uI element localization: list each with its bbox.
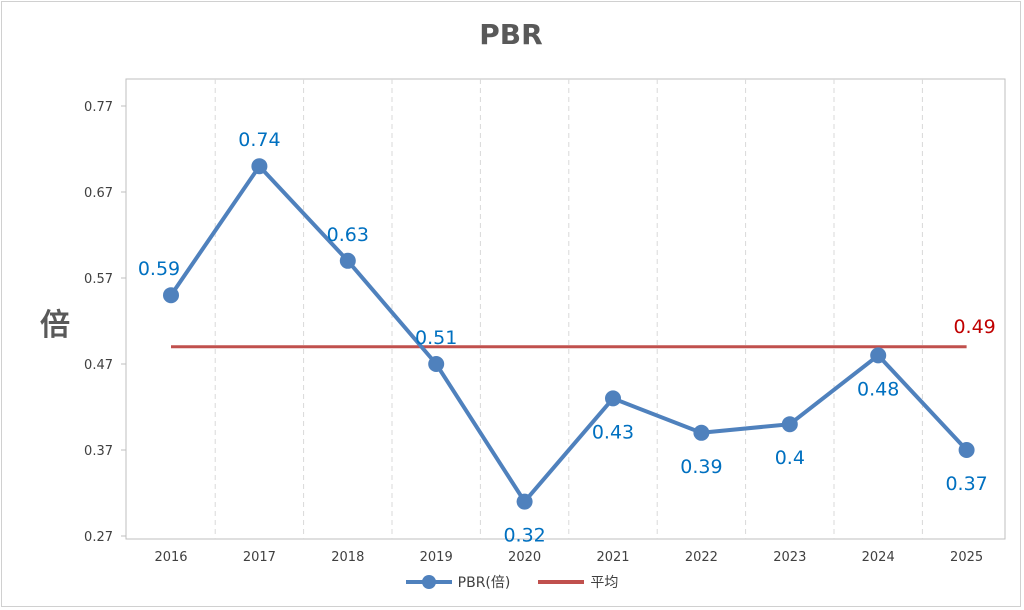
pbr-data-point: [251, 158, 268, 175]
x-tick-label: 2025: [950, 550, 983, 565]
pbr-data-label: 0.48: [857, 378, 899, 400]
x-tick-label: 2024: [862, 550, 895, 565]
pbr-series-line: [169, 164, 969, 504]
pbr-data-label: 0.43: [592, 421, 634, 443]
pbr-data-label: 0.39: [680, 456, 722, 478]
x-tick-label: 2019: [420, 550, 453, 565]
legend-swatch-average: [538, 575, 585, 589]
pbr-data-label: 0.32: [503, 525, 545, 547]
pbr-data-point: [693, 424, 710, 441]
legend-swatch-pbr: [405, 575, 452, 589]
pbr-data-label: 0.59: [138, 258, 180, 280]
plot-area: [125, 78, 1006, 540]
pbr-data-point: [339, 252, 356, 269]
pbr-data-label: 0.74: [238, 129, 280, 151]
x-tick-label: 2021: [596, 550, 629, 565]
y-axis-title: 倍: [40, 308, 70, 343]
pbr-data-label: 0.37: [945, 473, 987, 495]
chart-title: PBR: [479, 18, 543, 51]
y-tick-label: 0.67: [84, 186, 113, 201]
y-tick-label: 0.57: [84, 272, 113, 287]
legend: PBR(倍) 平均: [0, 572, 1024, 592]
legend-label-pbr: PBR(倍): [457, 575, 511, 591]
pbr-data-label: 0.51: [415, 327, 457, 349]
legend-item-average: 平均: [538, 572, 618, 592]
y-tick-label: 0.27: [84, 530, 113, 545]
pbr-data-point: [428, 356, 445, 372]
x-tick-label: 2016: [154, 550, 187, 565]
y-tick-label: 0.37: [84, 444, 113, 459]
x-tick-label: 2022: [685, 550, 718, 565]
pbr-data-point: [163, 287, 179, 304]
pbr-data-point: [605, 390, 621, 407]
x-tick-label: 2018: [331, 550, 364, 565]
legend-label-average: 平均: [590, 575, 619, 591]
average-data-label: 0.49: [953, 316, 995, 338]
x-tick-label: 2020: [508, 550, 541, 565]
pbr-data-point: [516, 493, 533, 510]
pbr-data-label: 0.4: [775, 447, 805, 469]
pbr-data-point: [781, 416, 798, 433]
x-tick-label: 2023: [773, 550, 806, 565]
pbr-data-label: 0.63: [327, 224, 369, 246]
y-tick-label: 0.47: [84, 358, 113, 373]
pbr-data-point: [870, 347, 887, 364]
x-tick-label: 2017: [243, 550, 276, 565]
legend-item-pbr: PBR(倍): [405, 572, 511, 592]
pbr-data-point: [958, 442, 975, 458]
y-tick-label: 0.77: [84, 100, 113, 115]
